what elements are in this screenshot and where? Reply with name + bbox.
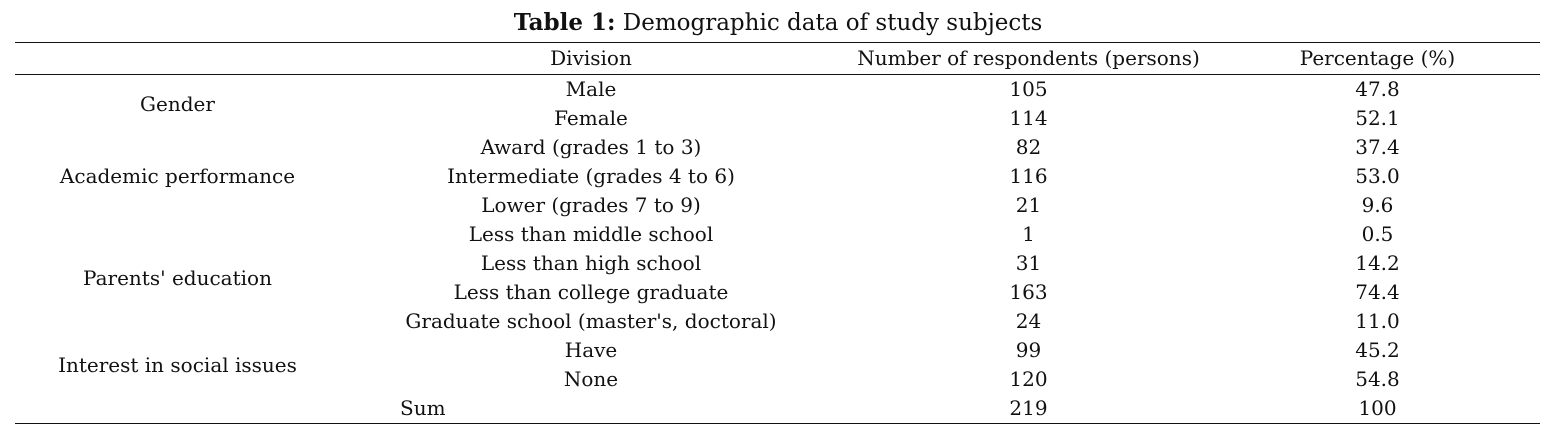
demographic-table: Division Number of respondents (persons)… [15,42,1540,424]
sum-percent: 100 [1215,394,1540,424]
division-cell: Female [554,106,628,130]
group-parents-education: Parents' education [83,265,272,290]
percent-cell: 45.2 [1355,338,1400,362]
count-cell: 163 [1009,280,1048,304]
count-cell: 1 [1022,222,1035,246]
percent-cell: 52.1 [1355,106,1400,130]
division-cell: Have [564,338,618,362]
count-cell: 82 [1015,135,1042,159]
header-row: Division Number of respondents (persons)… [15,42,1540,75]
count-cell: 99 [1015,338,1042,362]
caption-text: Demographic data of study subjects [622,10,1043,36]
percent-cell: 0.5 [1361,222,1394,246]
table-row: Intermediate (grades 4 to 6) 116 53.0 [15,162,1540,191]
count-cell: 21 [1015,193,1042,217]
division-cell: None [563,367,619,391]
caption-label: Table 1: [513,9,616,36]
percent-cell: 14.2 [1355,251,1400,275]
division-cell: Male [565,77,617,101]
table-row: Gender Male 105 47.8 [15,75,1540,116]
group-academic-performance: Academic performance [59,164,296,188]
sum-row: Sum 219 100 [15,394,1540,424]
count-cell: 116 [1009,164,1048,188]
division-cell: Less than high school [480,251,702,275]
percent-cell: 47.8 [1355,77,1400,101]
group-gender: Gender [140,91,215,116]
division-cell: Intermediate (grades 4 to 6) [447,164,735,188]
header-percentage: Percentage (%) [1215,42,1540,75]
header-count: Number of respondents (persons) [842,42,1215,75]
count-cell: 105 [1009,77,1048,101]
percent-cell: 11.0 [1355,309,1400,333]
table-row: Graduate school (master's, doctoral) 24 … [15,307,1540,336]
division-cell: Less than college graduate [453,280,729,304]
percent-cell: 37.4 [1355,135,1400,159]
table-row: Less than high school 31 14.2 [15,249,1540,278]
table-row: Lower (grades 7 to 9) 21 9.6 [15,191,1540,220]
table-row: Less than college graduate 163 74.4 [15,278,1540,307]
percent-cell: 9.6 [1361,193,1394,217]
division-cell: Graduate school (master's, doctoral) [405,309,777,333]
count-cell: 120 [1009,367,1048,391]
count-cell: 114 [1009,106,1048,130]
count-cell: 24 [1015,309,1042,333]
table-row: None 120 54.8 [15,365,1540,394]
sum-label: Sum [340,394,842,424]
table-row: Academic performance Award (grades 1 to … [15,133,1540,188]
table-row: Parents' education Less than middle scho… [15,220,1540,290]
division-cell: Award (grades 1 to 3) [480,135,702,159]
percent-cell: 54.8 [1355,367,1400,391]
group-interest-social-issues: Interest in social issues [58,352,297,377]
table-row: Interest in social issues Have 99 45.2 [15,336,1540,377]
division-cell: Lower (grades 7 to 9) [481,193,701,217]
percent-cell: 74.4 [1355,280,1400,304]
division-cell: Less than middle school [468,222,714,246]
header-division: Division [340,42,842,75]
header-category [15,42,340,75]
percent-cell: 53.0 [1355,164,1400,188]
table-row: Female 114 52.1 [15,104,1540,133]
table-caption: Table 1: Demographic data of study subje… [0,8,1556,38]
sum-count: 219 [842,394,1215,424]
count-cell: 31 [1015,251,1042,275]
